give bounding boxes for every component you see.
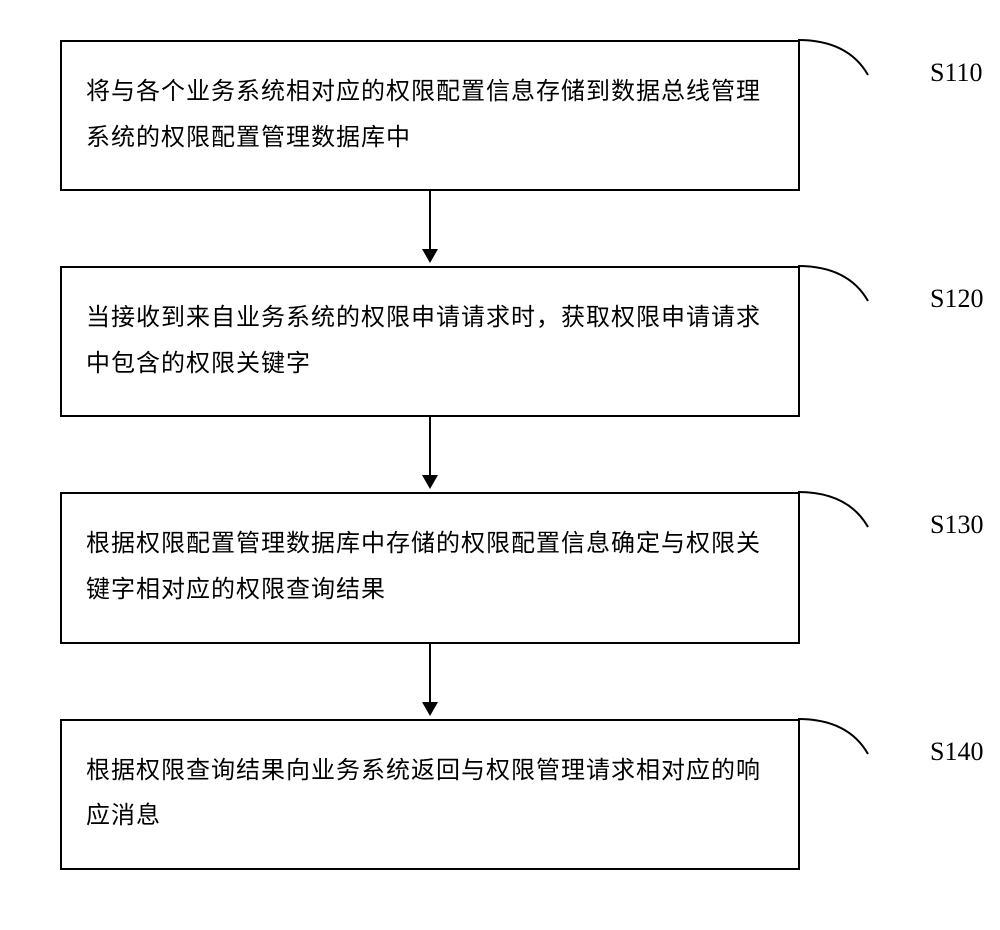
step-box-s120: 当接收到来自业务系统的权限申请请求时，获取权限申请请求中包含的权限关键字 bbox=[60, 266, 800, 417]
arrow-line bbox=[429, 191, 431, 251]
step-box-s110: 将与各个业务系统相对应的权限配置信息存储到数据总线管理系统的权限配置管理数据库中 bbox=[60, 40, 800, 191]
step-container-1: 将与各个业务系统相对应的权限配置信息存储到数据总线管理系统的权限配置管理数据库中… bbox=[60, 40, 940, 191]
step-text: 将与各个业务系统相对应的权限配置信息存储到数据总线管理系统的权限配置管理数据库中 bbox=[86, 79, 761, 151]
curve-s140 bbox=[798, 714, 918, 774]
curve-s130 bbox=[798, 487, 918, 547]
step-container-4: 根据权限查询结果向业务系统返回与权限管理请求相对应的响应消息 S140 bbox=[60, 719, 940, 870]
curve-s110 bbox=[798, 35, 918, 95]
step-container-2: 当接收到来自业务系统的权限申请请求时，获取权限申请请求中包含的权限关键字 S12… bbox=[60, 266, 940, 417]
arrow-3 bbox=[60, 644, 800, 719]
step-text: 根据权限配置管理数据库中存储的权限配置信息确定与权限关键字相对应的权限查询结果 bbox=[86, 531, 761, 603]
step-label-s130: S130 bbox=[930, 510, 983, 540]
arrow-line bbox=[429, 644, 431, 704]
step-label-s110: S110 bbox=[930, 58, 983, 88]
step-box-s140: 根据权限查询结果向业务系统返回与权限管理请求相对应的响应消息 bbox=[60, 719, 800, 870]
step-container-3: 根据权限配置管理数据库中存储的权限配置信息确定与权限关键字相对应的权限查询结果 … bbox=[60, 492, 940, 643]
arrow-2 bbox=[60, 417, 800, 492]
step-text: 当接收到来自业务系统的权限申请请求时，获取权限申请请求中包含的权限关键字 bbox=[86, 305, 761, 377]
arrow-head-icon bbox=[422, 249, 438, 263]
arrow-head-icon bbox=[422, 702, 438, 716]
arrow-1 bbox=[60, 191, 800, 266]
step-text: 根据权限查询结果向业务系统返回与权限管理请求相对应的响应消息 bbox=[86, 758, 761, 830]
step-label-s120: S120 bbox=[930, 284, 983, 314]
flowchart-container: 将与各个业务系统相对应的权限配置信息存储到数据总线管理系统的权限配置管理数据库中… bbox=[0, 0, 1000, 910]
curve-s120 bbox=[798, 261, 918, 321]
step-box-s130: 根据权限配置管理数据库中存储的权限配置信息确定与权限关键字相对应的权限查询结果 bbox=[60, 492, 800, 643]
arrow-line bbox=[429, 417, 431, 477]
step-label-s140: S140 bbox=[930, 737, 983, 767]
arrow-head-icon bbox=[422, 475, 438, 489]
